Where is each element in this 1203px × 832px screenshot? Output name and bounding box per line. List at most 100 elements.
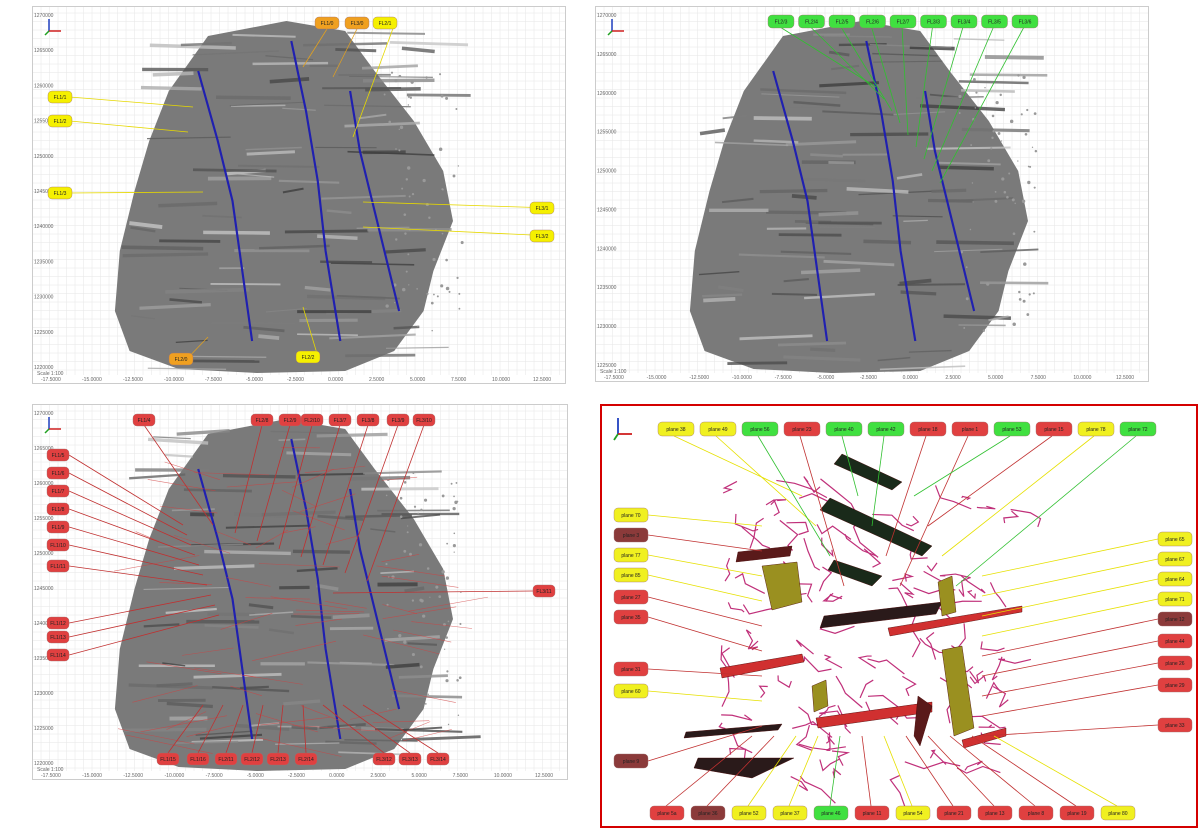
leader-line [981, 578, 1159, 617]
x-tick-label: -5.0000 [246, 377, 263, 383]
leader-line [981, 618, 1159, 657]
y-tick-label: 1225000 [34, 330, 54, 336]
leader-line [861, 735, 872, 807]
red-label: FL1/9 [46, 520, 70, 534]
x-tick-label: -5.0000 [817, 375, 834, 381]
leader-line [277, 704, 284, 754]
label-text: FL1/12 [50, 621, 66, 627]
plane-label: plane 13 [977, 805, 1013, 821]
leader-line [68, 565, 208, 586]
plane-label: plane 23 [783, 421, 821, 437]
leader-line [993, 735, 1118, 807]
leader-line [362, 201, 553, 209]
label-text: FL2/7 [897, 20, 910, 26]
rock-face-scan [114, 21, 471, 373]
plane-label: plane 71 [1157, 591, 1193, 607]
yellow-label: FL3/1 [529, 201, 555, 215]
leader-line [68, 526, 200, 566]
leader-line [788, 735, 819, 807]
leader-line [981, 538, 1159, 577]
label-text: plane 13 [985, 811, 1004, 817]
yellow-label: FL2/2 [295, 350, 321, 364]
label-text: plane 11 [863, 811, 882, 817]
label-text: plane 77 [621, 553, 640, 559]
label-text: plane 5a [657, 811, 676, 817]
leader-line [779, 26, 877, 88]
leader-line [747, 735, 797, 807]
plane-label: plane 46 [813, 805, 849, 821]
red-label: FL1/14 [46, 648, 70, 662]
red-label: FL3/11 [532, 584, 556, 598]
x-tick-label: -12.5000 [123, 773, 143, 779]
plane-label: plane 40 [825, 421, 863, 437]
leader-line [706, 735, 775, 807]
x-tick-label: 5.0000 [412, 773, 428, 779]
leader-line [68, 490, 192, 546]
label-text: plane 60 [621, 689, 640, 695]
red-label: FL1/11 [46, 559, 70, 573]
leader-line [68, 472, 188, 536]
plane-label: plane 56 [741, 421, 779, 437]
axis-triad-icon [613, 418, 632, 441]
green-label: FL2/6 [859, 14, 886, 29]
y-tick-label: 1235000 [597, 285, 617, 291]
red-label: FL2/12 [240, 752, 264, 766]
label-text: FL2/11 [218, 757, 233, 763]
label-text: plane 33 [1165, 723, 1184, 729]
plane-label: plane 15 [1035, 421, 1073, 437]
label-text: FL3/13 [402, 757, 418, 763]
orange-label: FL3/0 [344, 16, 370, 30]
label-text: FL1/8 [52, 507, 65, 513]
x-tick-label: 10.0000 [1073, 375, 1091, 381]
plane-label: plane 42 [867, 421, 905, 437]
leader-line [197, 704, 224, 754]
label-text: plane 52 [739, 811, 758, 817]
y-tick-label: 1230000 [34, 691, 54, 697]
x-tick-label: -7.5000 [206, 773, 223, 779]
orange-label: FL2/0 [168, 352, 194, 366]
leader-line [923, 26, 964, 160]
red-label: FL3/13 [398, 752, 422, 766]
plane-label: plane 78 [1077, 421, 1115, 437]
panel-svg: 1270000 1265000 1260000 1255000 1250000 12450… [33, 405, 567, 779]
leader-line [143, 424, 214, 526]
leader-line [69, 120, 189, 133]
yellow-label: FL1/3 [47, 186, 73, 200]
leader-line [647, 690, 763, 702]
label-text: plane 65 [1165, 537, 1184, 543]
leader-line [913, 435, 1011, 497]
label-text: FL2/3 [775, 20, 788, 26]
x-tick-label: 7.5000 [451, 377, 467, 383]
plane-label: plane 9 [613, 753, 649, 769]
plane-label: plane 70 [613, 507, 649, 523]
leader-line [883, 735, 913, 807]
leader-line [840, 26, 893, 112]
label-text: plane 1 [962, 427, 979, 433]
label-text: plane 49 [708, 427, 727, 433]
label-text: plane 64 [1165, 577, 1184, 583]
y-tick-label: 1270000 [34, 13, 54, 19]
leader-line [949, 735, 1036, 807]
leader-line [647, 668, 763, 677]
leader-line [251, 704, 264, 754]
label-text: FL2/14 [298, 757, 314, 763]
yellow-label: FL1/2 [47, 114, 73, 128]
red-label: FL3/10 [412, 413, 436, 427]
x-tick-label: 2.5000 [369, 377, 385, 383]
scale-text: Scale 1:100 [600, 369, 627, 375]
label-text: plane 71 [1165, 597, 1184, 603]
plane-label: plane 35 [613, 609, 649, 625]
label-text: plane 26 [1165, 661, 1184, 667]
label-text: FL2/2 [302, 355, 315, 361]
leader-line [69, 96, 194, 108]
y-tick-label: 1250000 [34, 154, 54, 160]
red-label: FL2/14 [294, 752, 318, 766]
x-tick-label: -2.5000 [288, 773, 305, 779]
label-text: plane 9 [623, 759, 640, 765]
plane-label: plane 80 [1100, 805, 1136, 821]
leader-line [915, 26, 933, 148]
x-tick-label: 7.5000 [453, 773, 469, 779]
leader-line [939, 26, 1025, 184]
leader-line [362, 704, 439, 754]
y-tick-label: 1245000 [597, 207, 617, 213]
